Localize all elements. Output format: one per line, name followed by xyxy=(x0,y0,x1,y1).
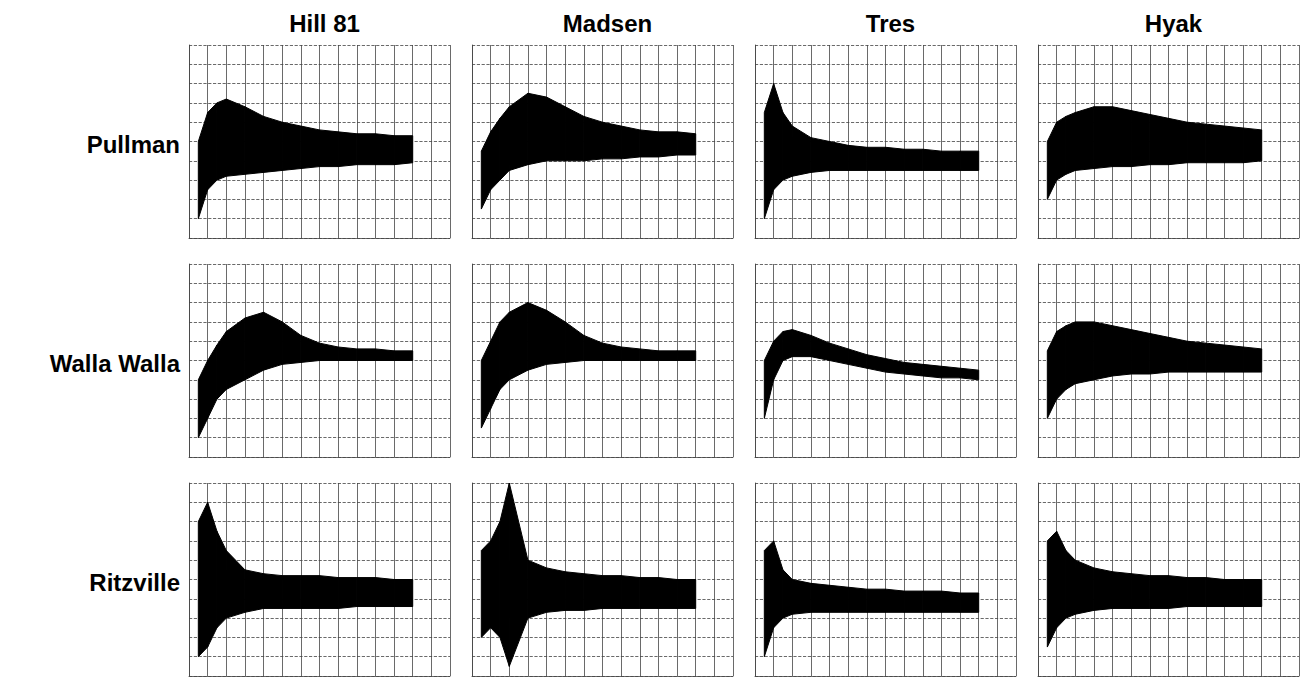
svg-text:Walla Walla: Walla Walla xyxy=(50,350,181,377)
svg-text:Pullman: Pullman xyxy=(87,131,180,158)
svg-text:Hill 81: Hill 81 xyxy=(289,10,360,37)
svg-text:Madsen: Madsen xyxy=(563,10,652,37)
svg-text:Tres: Tres xyxy=(866,10,915,37)
svg-text:Ritzville: Ritzville xyxy=(89,569,180,596)
svg-text:Hyak: Hyak xyxy=(1145,10,1203,37)
